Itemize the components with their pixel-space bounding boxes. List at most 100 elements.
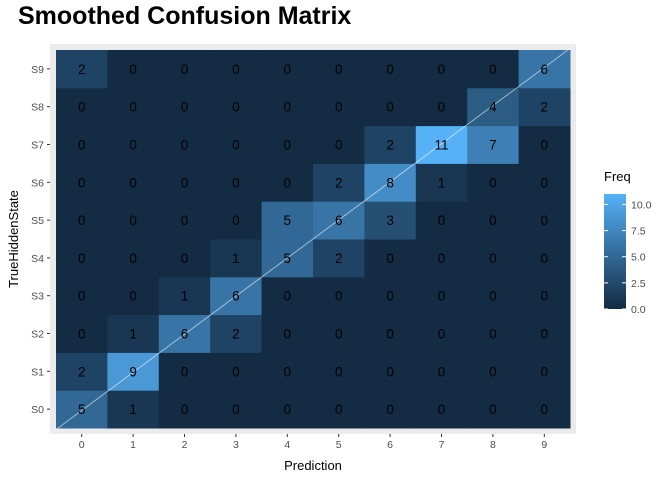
heatmap-cell — [261, 352, 314, 391]
heatmap-cell — [313, 314, 365, 353]
cell-value-label: 0 — [78, 289, 86, 304]
heatmap-cell — [56, 314, 108, 353]
heatmap-cell — [467, 125, 520, 164]
cell-value-label: 0 — [438, 327, 446, 342]
heatmap-cell — [107, 276, 160, 316]
heatmap-cell — [467, 276, 520, 316]
heatmap-cell — [261, 276, 314, 316]
heatmap-cell — [467, 163, 520, 202]
heatmap-cell — [261, 163, 314, 202]
cell-value-label: 1 — [438, 175, 446, 190]
heatmap-cell — [56, 201, 108, 240]
cell-value-label: 0 — [335, 62, 343, 77]
cell-value-label: 0 — [181, 138, 189, 153]
y-tick-label: S5 — [31, 215, 44, 227]
heatmap-cell — [518, 239, 571, 278]
heatmap-cell — [518, 50, 571, 89]
cell-value-label: 0 — [232, 62, 240, 77]
cell-value-label: 0 — [335, 100, 343, 115]
heatmap-cell — [518, 352, 571, 391]
cell-value-label: 6 — [181, 327, 189, 342]
chart-title: Smoothed Confusion Matrix — [18, 2, 352, 30]
cell-value-label: 0 — [541, 138, 549, 153]
heatmap-cell — [364, 239, 417, 278]
heatmap-cell — [364, 352, 417, 391]
legend-tick-label: 5.0 — [631, 252, 646, 264]
cell-value-label: 0 — [129, 251, 137, 266]
y-tick-label: S1 — [31, 366, 44, 378]
cell-value-label: 0 — [386, 251, 394, 266]
cell-value-label: 0 — [232, 213, 240, 228]
cell-value-label: 0 — [386, 289, 394, 304]
cell-value-label: 0 — [438, 364, 446, 379]
cell-value-label: 0 — [489, 402, 497, 417]
cell-value-label: 2 — [335, 251, 343, 266]
cell-value-label: 2 — [335, 175, 343, 190]
heatmap-cell — [364, 390, 417, 429]
cell-value-label: 0 — [284, 327, 292, 342]
heatmap-cell — [415, 87, 468, 127]
heatmap-cell — [313, 163, 365, 202]
cell-value-label: 0 — [438, 213, 446, 228]
heatmap-cell — [261, 125, 314, 164]
y-axis-title: TrueHiddenState — [6, 190, 21, 288]
cell-value-label: 9 — [129, 364, 137, 379]
heatmap-cell — [467, 314, 520, 353]
heatmap-cell — [107, 239, 160, 278]
cell-value-label: 0 — [129, 175, 137, 190]
heatmap-cell — [210, 163, 263, 202]
x-tick-label: 2 — [182, 439, 188, 451]
heatmap-cell — [107, 50, 160, 89]
cell-value-label: 0 — [541, 289, 549, 304]
cell-value-label: 0 — [129, 289, 137, 304]
cell-value-label: 0 — [181, 251, 189, 266]
heatmap-cell — [415, 276, 468, 316]
cell-value-label: 0 — [284, 62, 292, 77]
cell-value-label: 0 — [335, 138, 343, 153]
y-tick-label: S3 — [31, 291, 44, 303]
heatmap-cell — [107, 201, 160, 240]
heatmap-cell — [313, 125, 365, 164]
cell-value-label: 0 — [541, 327, 549, 342]
cell-value-label: 1 — [232, 251, 240, 266]
heatmap-cell — [56, 390, 108, 429]
cell-value-label: 11 — [434, 138, 448, 153]
y-tick-label: S8 — [31, 102, 44, 114]
cell-value-label: 0 — [335, 327, 343, 342]
heatmap-cell — [107, 163, 160, 202]
heatmap-cell — [518, 87, 571, 127]
heatmap-cell — [313, 390, 365, 429]
heatmap-cell — [467, 201, 520, 240]
cell-value-label: 4 — [489, 100, 497, 115]
legend-ticks: 0.0 2.5 5.0 7.5 10.0 — [604, 199, 652, 316]
heatmap-cell — [467, 352, 520, 391]
cell-value-label: 6 — [541, 62, 549, 77]
x-tick-label: 5 — [336, 439, 342, 451]
cell-value-label: 0 — [438, 289, 446, 304]
heatmap-cell — [467, 239, 520, 278]
heatmap-cell — [158, 163, 211, 202]
cell-value-label: 0 — [386, 100, 394, 115]
cell-value-label: 0 — [284, 175, 292, 190]
heatmap-cell — [415, 314, 468, 353]
x-tick-label: 6 — [387, 439, 393, 451]
cell-value-label: 0 — [386, 364, 394, 379]
x-axis-title: Prediction — [284, 458, 342, 473]
heatmap-cell — [210, 201, 263, 240]
cell-value-label: 6 — [335, 213, 343, 228]
cell-value-label: 0 — [335, 402, 343, 417]
cell-value-label: 0 — [438, 62, 446, 77]
x-tick-label: 9 — [541, 439, 547, 451]
heatmap-cell — [467, 390, 520, 429]
heatmap-cell — [158, 239, 211, 278]
cell-value-label: 0 — [129, 213, 137, 228]
cell-value-label: 0 — [386, 327, 394, 342]
heatmap-cell — [518, 314, 571, 353]
heatmap-cell — [56, 352, 108, 391]
cell-value-label: 0 — [335, 289, 343, 304]
cell-value-label: 0 — [284, 138, 292, 153]
y-tick-label: S2 — [31, 329, 44, 341]
cell-value-label: 3 — [386, 213, 394, 228]
cell-value-label: 2 — [232, 327, 240, 342]
